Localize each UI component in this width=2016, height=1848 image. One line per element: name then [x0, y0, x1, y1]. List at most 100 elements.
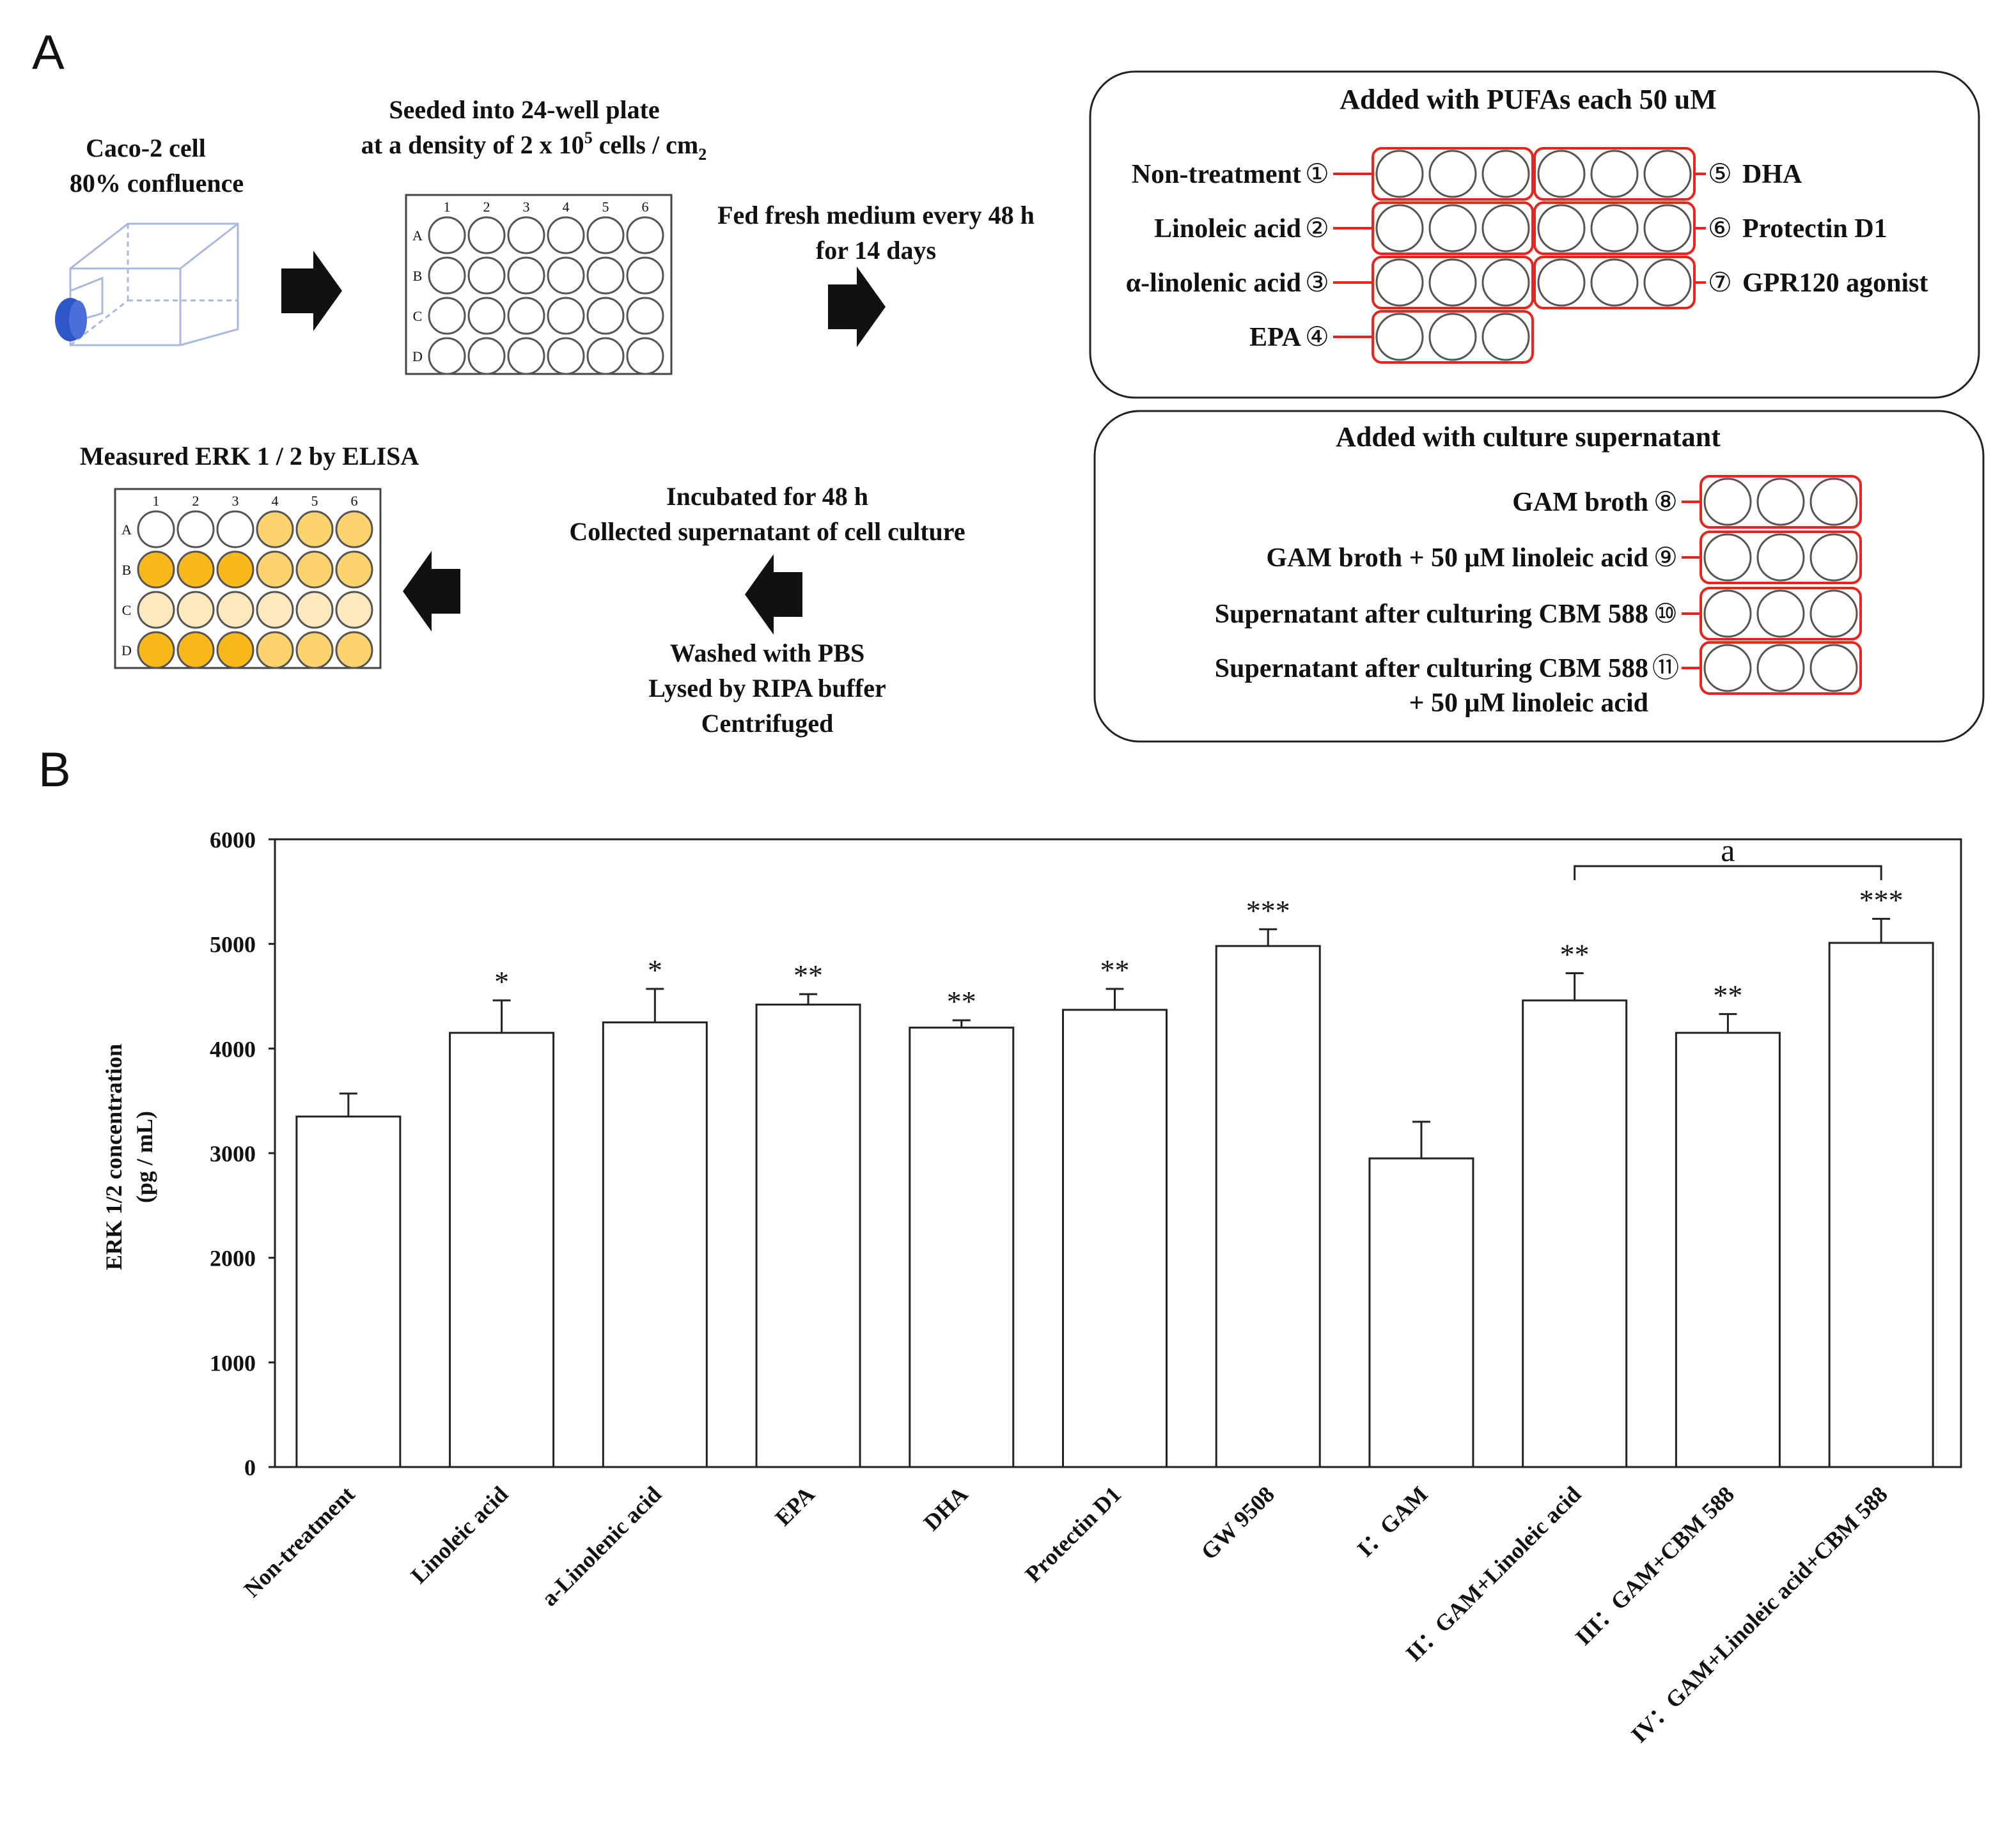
x-tick-label: Linoleic acid: [406, 1481, 513, 1588]
seeding-line-2: at a density of 2 x 105 cells / cm2: [361, 128, 707, 164]
supernatant-label: Supernatant after culturing CBM 588: [1215, 600, 1648, 629]
plate-well: [335, 510, 373, 548]
circled-number: ⑧: [1653, 488, 1678, 517]
x-tick-label: Protectin D1: [1020, 1481, 1126, 1587]
incubation-line-2: Collected supernatant of cell culture: [569, 517, 965, 546]
bar: [1522, 999, 1628, 1468]
culture-flask-icon: [69, 222, 239, 346]
panel-a-letter: A: [32, 26, 65, 80]
plate-column-label: 5: [602, 199, 609, 215]
circled-number: ②: [1305, 214, 1329, 244]
strip-well: [1643, 150, 1692, 198]
seeding-line-1: Seeded into 24-well plate: [389, 95, 659, 124]
strip-well: [1375, 204, 1424, 252]
strip-well: [1481, 150, 1530, 198]
y-tick-label: 2000: [210, 1246, 256, 1271]
plate-well: [507, 337, 545, 375]
strip-well: [1590, 204, 1639, 252]
plate-well: [507, 297, 545, 335]
plate-row-label: D: [412, 348, 423, 364]
plate-well: [295, 631, 334, 669]
strip-well: [1481, 258, 1530, 307]
y-tick-label: 3000: [210, 1141, 256, 1167]
plate-well: [176, 631, 215, 669]
plate-well: [216, 550, 254, 589]
strip-well: [1703, 644, 1752, 692]
plate-well: [467, 256, 506, 295]
supernatant-label: GAM broth: [1512, 488, 1648, 517]
strip-well: [1756, 644, 1805, 692]
y-axis: 0 1000 2000 3000 4000 5000 6000: [210, 827, 275, 1480]
bar: [909, 1027, 1015, 1468]
plate-column-label: 1: [153, 493, 160, 509]
arrow-left-icon: [745, 554, 802, 635]
x-tick-label: a-Linolenic acid: [536, 1481, 666, 1611]
strip-well: [1481, 204, 1530, 252]
plate-well: [256, 510, 294, 548]
significance-mark: **: [1100, 954, 1130, 986]
plate-well: [467, 216, 506, 254]
plate-column-label: 6: [642, 199, 649, 215]
washing-line-3: Centrifuged: [701, 709, 834, 738]
plate-well: [295, 510, 334, 548]
strip-well: [1375, 150, 1424, 198]
x-tick-label: IV：GAM+Linoleic acid+CBM 588: [1626, 1481, 1892, 1747]
strip-well: [1809, 589, 1858, 638]
comparison-bracket: [1574, 865, 1882, 880]
strip-well: [1703, 589, 1752, 638]
plate-well: [137, 591, 175, 629]
plate-row-label: B: [413, 268, 423, 284]
x-tick-label: I：GAM: [1352, 1481, 1433, 1562]
plate-well: [335, 631, 373, 669]
bracket-label: a: [1721, 832, 1735, 868]
significance-mark: *: [648, 954, 662, 986]
plate-well: [467, 337, 506, 375]
supernatant-box-title: Added with culture supernatant: [1336, 421, 1721, 453]
measure-label: Measured ERK 1 / 2 by ELISA: [80, 442, 419, 470]
supernatant-label: Supernatant after culturing CBM 588: [1215, 654, 1648, 683]
plate-well: [428, 337, 466, 375]
plate-column-label: 4: [563, 199, 570, 215]
feeding-line-1: Fed fresh medium every 48 h: [717, 201, 1035, 229]
x-tick-label: Non-treatment: [239, 1481, 360, 1602]
plate-well: [335, 550, 373, 589]
pufa-label: EPA: [1249, 323, 1302, 352]
pufa-label: α-linolenic acid: [1126, 268, 1301, 298]
circled-number: ①: [1305, 160, 1329, 189]
circled-number: ⑩: [1653, 600, 1678, 629]
circled-number: ③: [1305, 268, 1329, 298]
arrow-left-icon: [403, 551, 460, 632]
x-tick-label: DHA: [919, 1481, 973, 1535]
circled-number: ⑥: [1708, 214, 1732, 244]
plate-well: [586, 256, 625, 295]
circled-number: ⑤: [1708, 160, 1732, 189]
strip-well: [1375, 313, 1424, 361]
plate-well: [137, 550, 175, 589]
plate-well: [256, 550, 294, 589]
plate-well: [256, 631, 294, 669]
significance-mark: ***: [1246, 894, 1290, 927]
plate-well: [176, 550, 215, 589]
plate-row-label: C: [122, 602, 132, 618]
plate-row-label: B: [122, 562, 132, 578]
plate-well: [295, 591, 334, 629]
strip-well: [1703, 533, 1752, 582]
plate-column-label: 3: [232, 493, 239, 509]
plate-well: [467, 297, 506, 335]
washing-line-1: Washed with PBS: [670, 639, 865, 667]
well-plate-empty: 1 2 3 4 5 6 A B C D: [405, 194, 673, 375]
strip-well: [1537, 258, 1586, 307]
bar: [755, 1004, 861, 1468]
plate-row-label: A: [412, 228, 423, 244]
flask-cap-icon: [55, 298, 87, 341]
plate-well: [626, 297, 664, 335]
feeding-line-2: for 14 days: [816, 236, 936, 265]
strip-well: [1428, 204, 1477, 252]
plate-well: [216, 591, 254, 629]
plate-row-label: A: [121, 522, 132, 538]
bar: [1215, 945, 1321, 1468]
significance-mark: **: [1560, 938, 1590, 970]
bar: [1675, 1032, 1781, 1468]
